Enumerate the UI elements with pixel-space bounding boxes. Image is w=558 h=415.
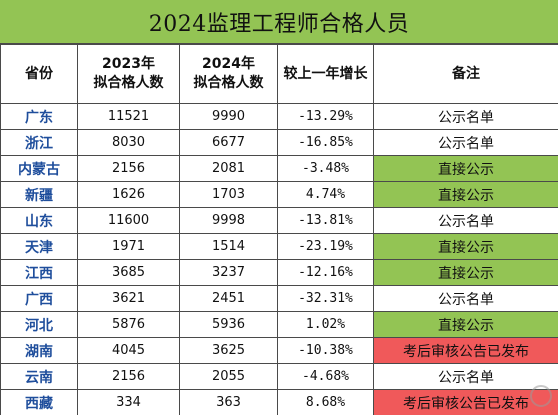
cell-note: 考后审核公告已发布: [373, 337, 558, 364]
cell-2023-count: 3621: [77, 285, 180, 312]
cell-note: 直接公示: [373, 259, 558, 286]
cell-2024-count: 2055: [179, 363, 278, 390]
cell-province: 内蒙古: [0, 155, 78, 182]
cell-province: 西藏: [0, 389, 78, 415]
cell-province: 云南: [0, 363, 78, 390]
header-2023: 2023年 拟合格人数: [77, 44, 180, 104]
table-row: 山东 11600 9998 -13.81% 公示名单: [0, 207, 558, 234]
cell-2023-count: 1626: [77, 181, 180, 208]
cell-note: 公示名单: [373, 363, 558, 390]
cell-2023-count: 11600: [77, 207, 180, 234]
cell-note: 直接公示: [373, 233, 558, 260]
cell-note: 公示名单: [373, 285, 558, 312]
cell-province: 湖南: [0, 337, 78, 364]
cell-2023-count: 3685: [77, 259, 180, 286]
cell-2024-count: 9998: [179, 207, 278, 234]
cell-growth: -16.85%: [277, 129, 374, 156]
table-row: 天津 1971 1514 -23.19% 直接公示: [0, 233, 558, 260]
cell-province: 广西: [0, 285, 78, 312]
cell-2024-count: 2081: [179, 155, 278, 182]
cell-growth: -3.48%: [277, 155, 374, 182]
cell-province: 山东: [0, 207, 78, 234]
results-table: 省份 2023年 拟合格人数 2024年 拟合格人数 较上一年增长 备注 广东 115…: [0, 44, 558, 415]
cell-note: 直接公示: [373, 155, 558, 182]
cell-2024-count: 5936: [179, 311, 278, 338]
cell-note: 考后审核公告已发布: [373, 389, 558, 415]
header-note: 备注: [373, 44, 558, 104]
cell-province: 新疆: [0, 181, 78, 208]
cell-2024-count: 6677: [179, 129, 278, 156]
cell-2024-count: 3625: [179, 337, 278, 364]
table-row: 内蒙古 2156 2081 -3.48% 直接公示: [0, 155, 558, 182]
cell-growth: -10.38%: [277, 337, 374, 364]
cell-2023-count: 2156: [77, 155, 180, 182]
header-province: 省份: [0, 44, 78, 104]
cell-2024-count: 363: [179, 389, 278, 415]
cell-2023-count: 2156: [77, 363, 180, 390]
cell-note: 公示名单: [373, 129, 558, 156]
header-row: 省份 2023年 拟合格人数 2024年 拟合格人数 较上一年增长 备注: [0, 44, 558, 104]
cell-province: 浙江: [0, 129, 78, 156]
table-row: 浙江 8030 6677 -16.85% 公示名单: [0, 129, 558, 156]
cell-note: 直接公示: [373, 181, 558, 208]
cell-2023-count: 8030: [77, 129, 180, 156]
cell-province: 河北: [0, 311, 78, 338]
cell-growth: 4.74%: [277, 181, 374, 208]
cell-2023-count: 5876: [77, 311, 180, 338]
cell-2023-count: 334: [77, 389, 180, 415]
cell-province: 广东: [0, 103, 78, 130]
cell-2023-count: 4045: [77, 337, 180, 364]
cell-province: 天津: [0, 233, 78, 260]
cell-note: 公示名单: [373, 103, 558, 130]
table-row: 湖南 4045 3625 -10.38% 考后审核公告已发布: [0, 337, 558, 364]
cell-2024-count: 1514: [179, 233, 278, 260]
cell-2023-count: 11521: [77, 103, 180, 130]
cell-growth: 8.68%: [277, 389, 374, 415]
cell-growth: 1.02%: [277, 311, 374, 338]
cell-growth: -13.81%: [277, 207, 374, 234]
table-row: 河北 5876 5936 1.02% 直接公示: [0, 311, 558, 338]
table-row: 云南 2156 2055 -4.68% 公示名单: [0, 363, 558, 390]
header-2024: 2024年 拟合格人数: [179, 44, 278, 104]
page-title: 2024监理工程师合格人员: [0, 0, 558, 44]
table-row: 广西 3621 2451 -32.31% 公示名单: [0, 285, 558, 312]
table-row: 广东 11521 9990 -13.29% 公示名单: [0, 103, 558, 130]
cell-growth: -13.29%: [277, 103, 374, 130]
cell-2024-count: 1703: [179, 181, 278, 208]
cell-province: 江西: [0, 259, 78, 286]
header-growth: 较上一年增长: [277, 44, 374, 104]
cell-note: 直接公示: [373, 311, 558, 338]
table-row: 新疆 1626 1703 4.74% 直接公示: [0, 181, 558, 208]
cell-growth: -4.68%: [277, 363, 374, 390]
cell-2023-count: 1971: [77, 233, 180, 260]
cell-2024-count: 3237: [179, 259, 278, 286]
cell-growth: -23.19%: [277, 233, 374, 260]
cell-2024-count: 9990: [179, 103, 278, 130]
table-row: 江西 3685 3237 -12.16% 直接公示: [0, 259, 558, 286]
cell-growth: -12.16%: [277, 259, 374, 286]
table-body: 广东 11521 9990 -13.29% 公示名单 浙江 8030 6677 -16.85% 公…: [0, 103, 558, 415]
cell-growth: -32.31%: [277, 285, 374, 312]
cell-2024-count: 2451: [179, 285, 278, 312]
cell-note: 公示名单: [373, 207, 558, 234]
table-row: 西藏 334 363 8.68% 考后审核公告已发布: [0, 389, 558, 415]
